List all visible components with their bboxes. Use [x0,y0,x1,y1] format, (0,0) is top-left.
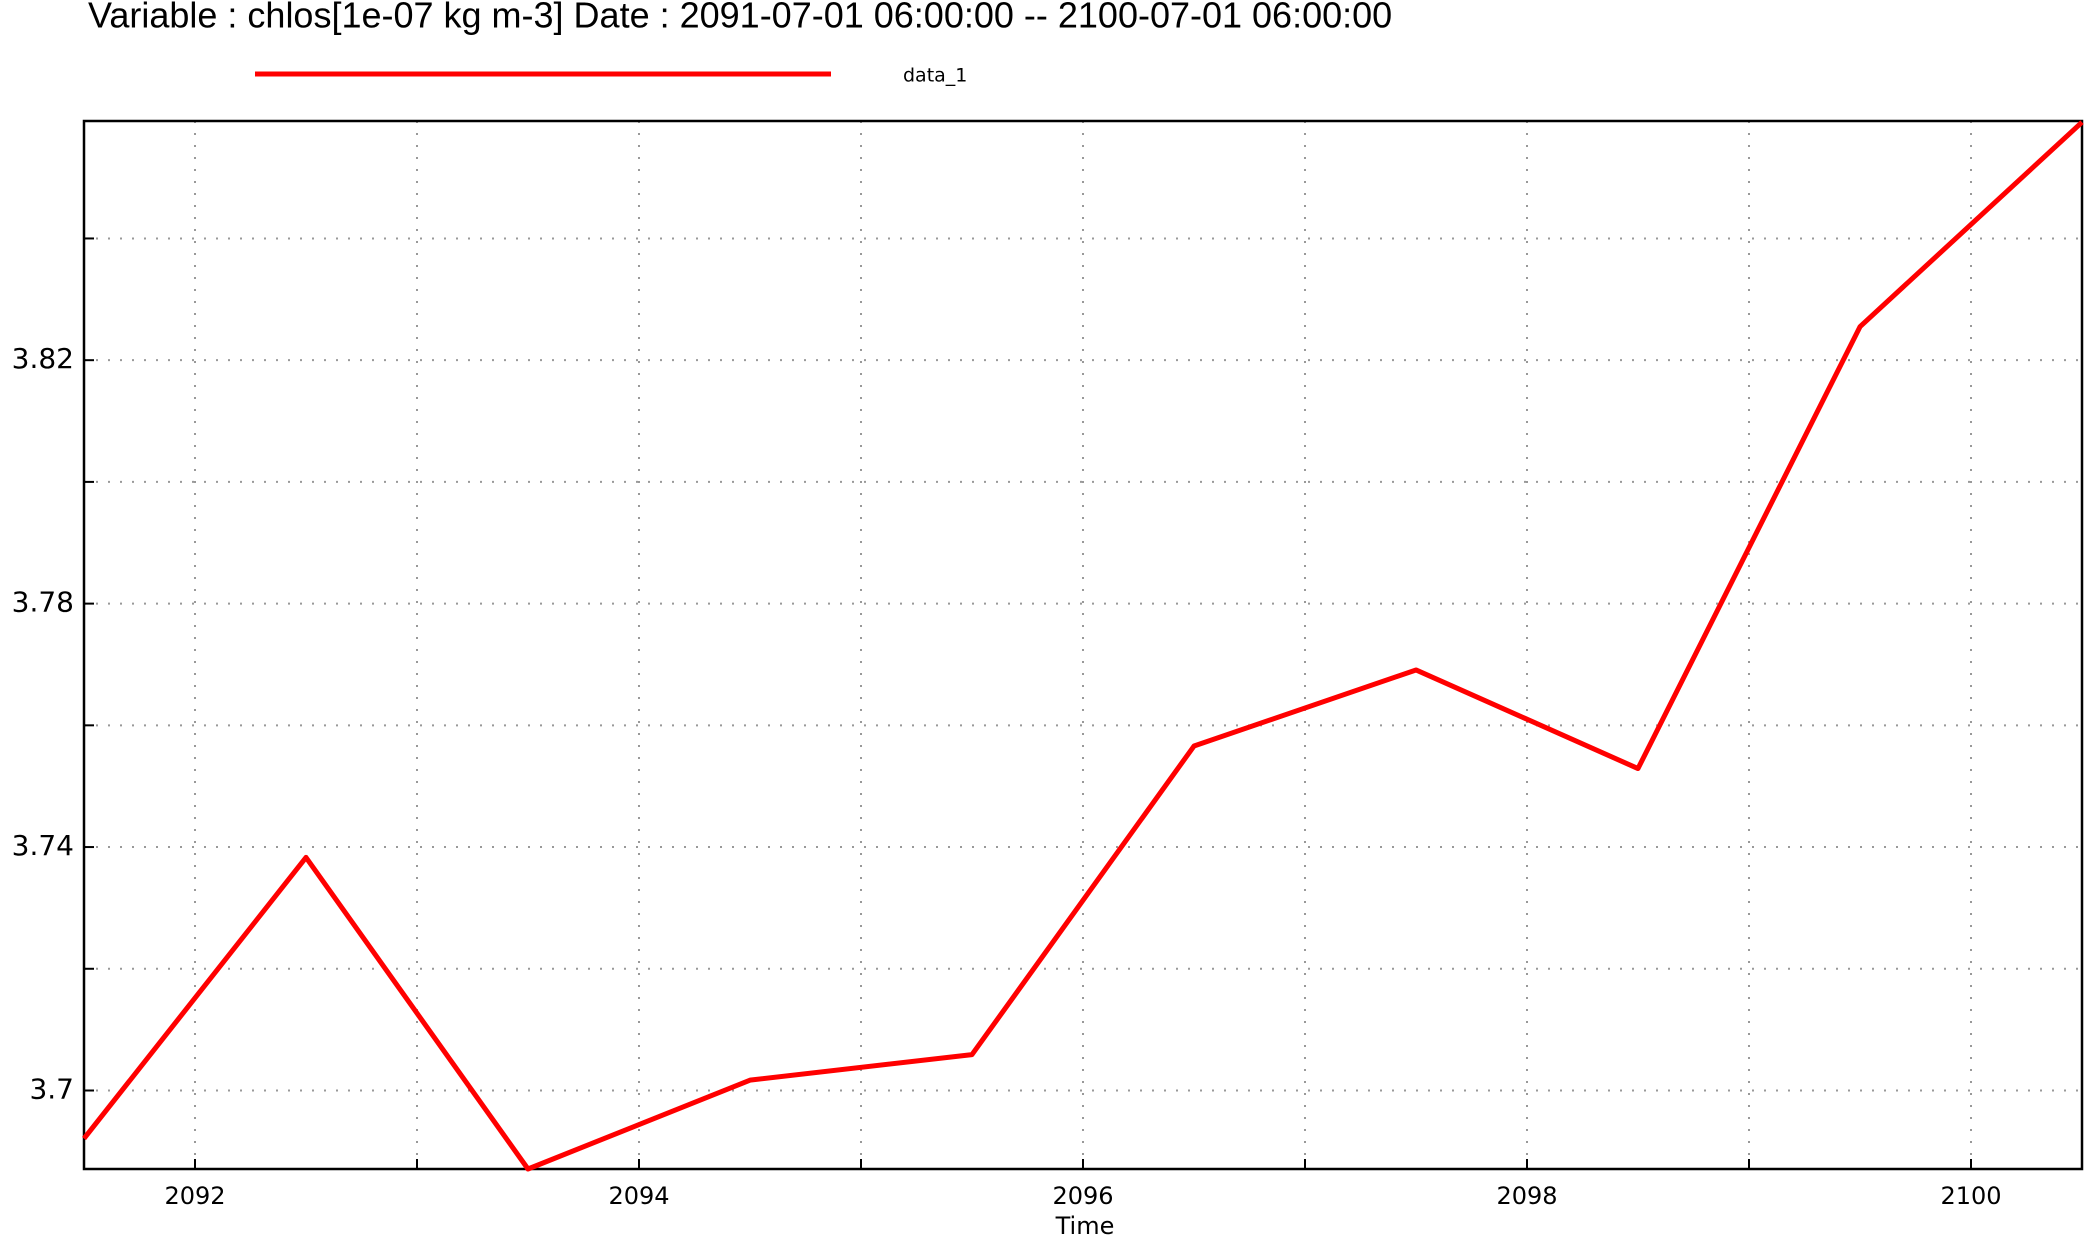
data-line [82,120,2084,1172]
y-tick-label: 3.82 [12,342,74,375]
y-tick-label: 3.74 [12,829,74,862]
y-tick-label: 3.78 [12,586,74,619]
chart-title: Variable : chlos[1e-07 kg m-3] Date : 20… [88,0,1392,36]
plot-frame [82,119,2084,1171]
y-tick-label: 3.7 [29,1072,74,1105]
x-tick-label: 2098 [1496,1182,1557,1210]
x-tick-label: 2094 [608,1182,669,1210]
x-axis-label: Time [1055,1212,1115,1238]
legend-label: data_1 [903,65,967,87]
x-tick-label: 2100 [1940,1182,2001,1210]
x-tick-label: 2092 [164,1182,225,1210]
x-tick-label: 2096 [1052,1182,1113,1210]
